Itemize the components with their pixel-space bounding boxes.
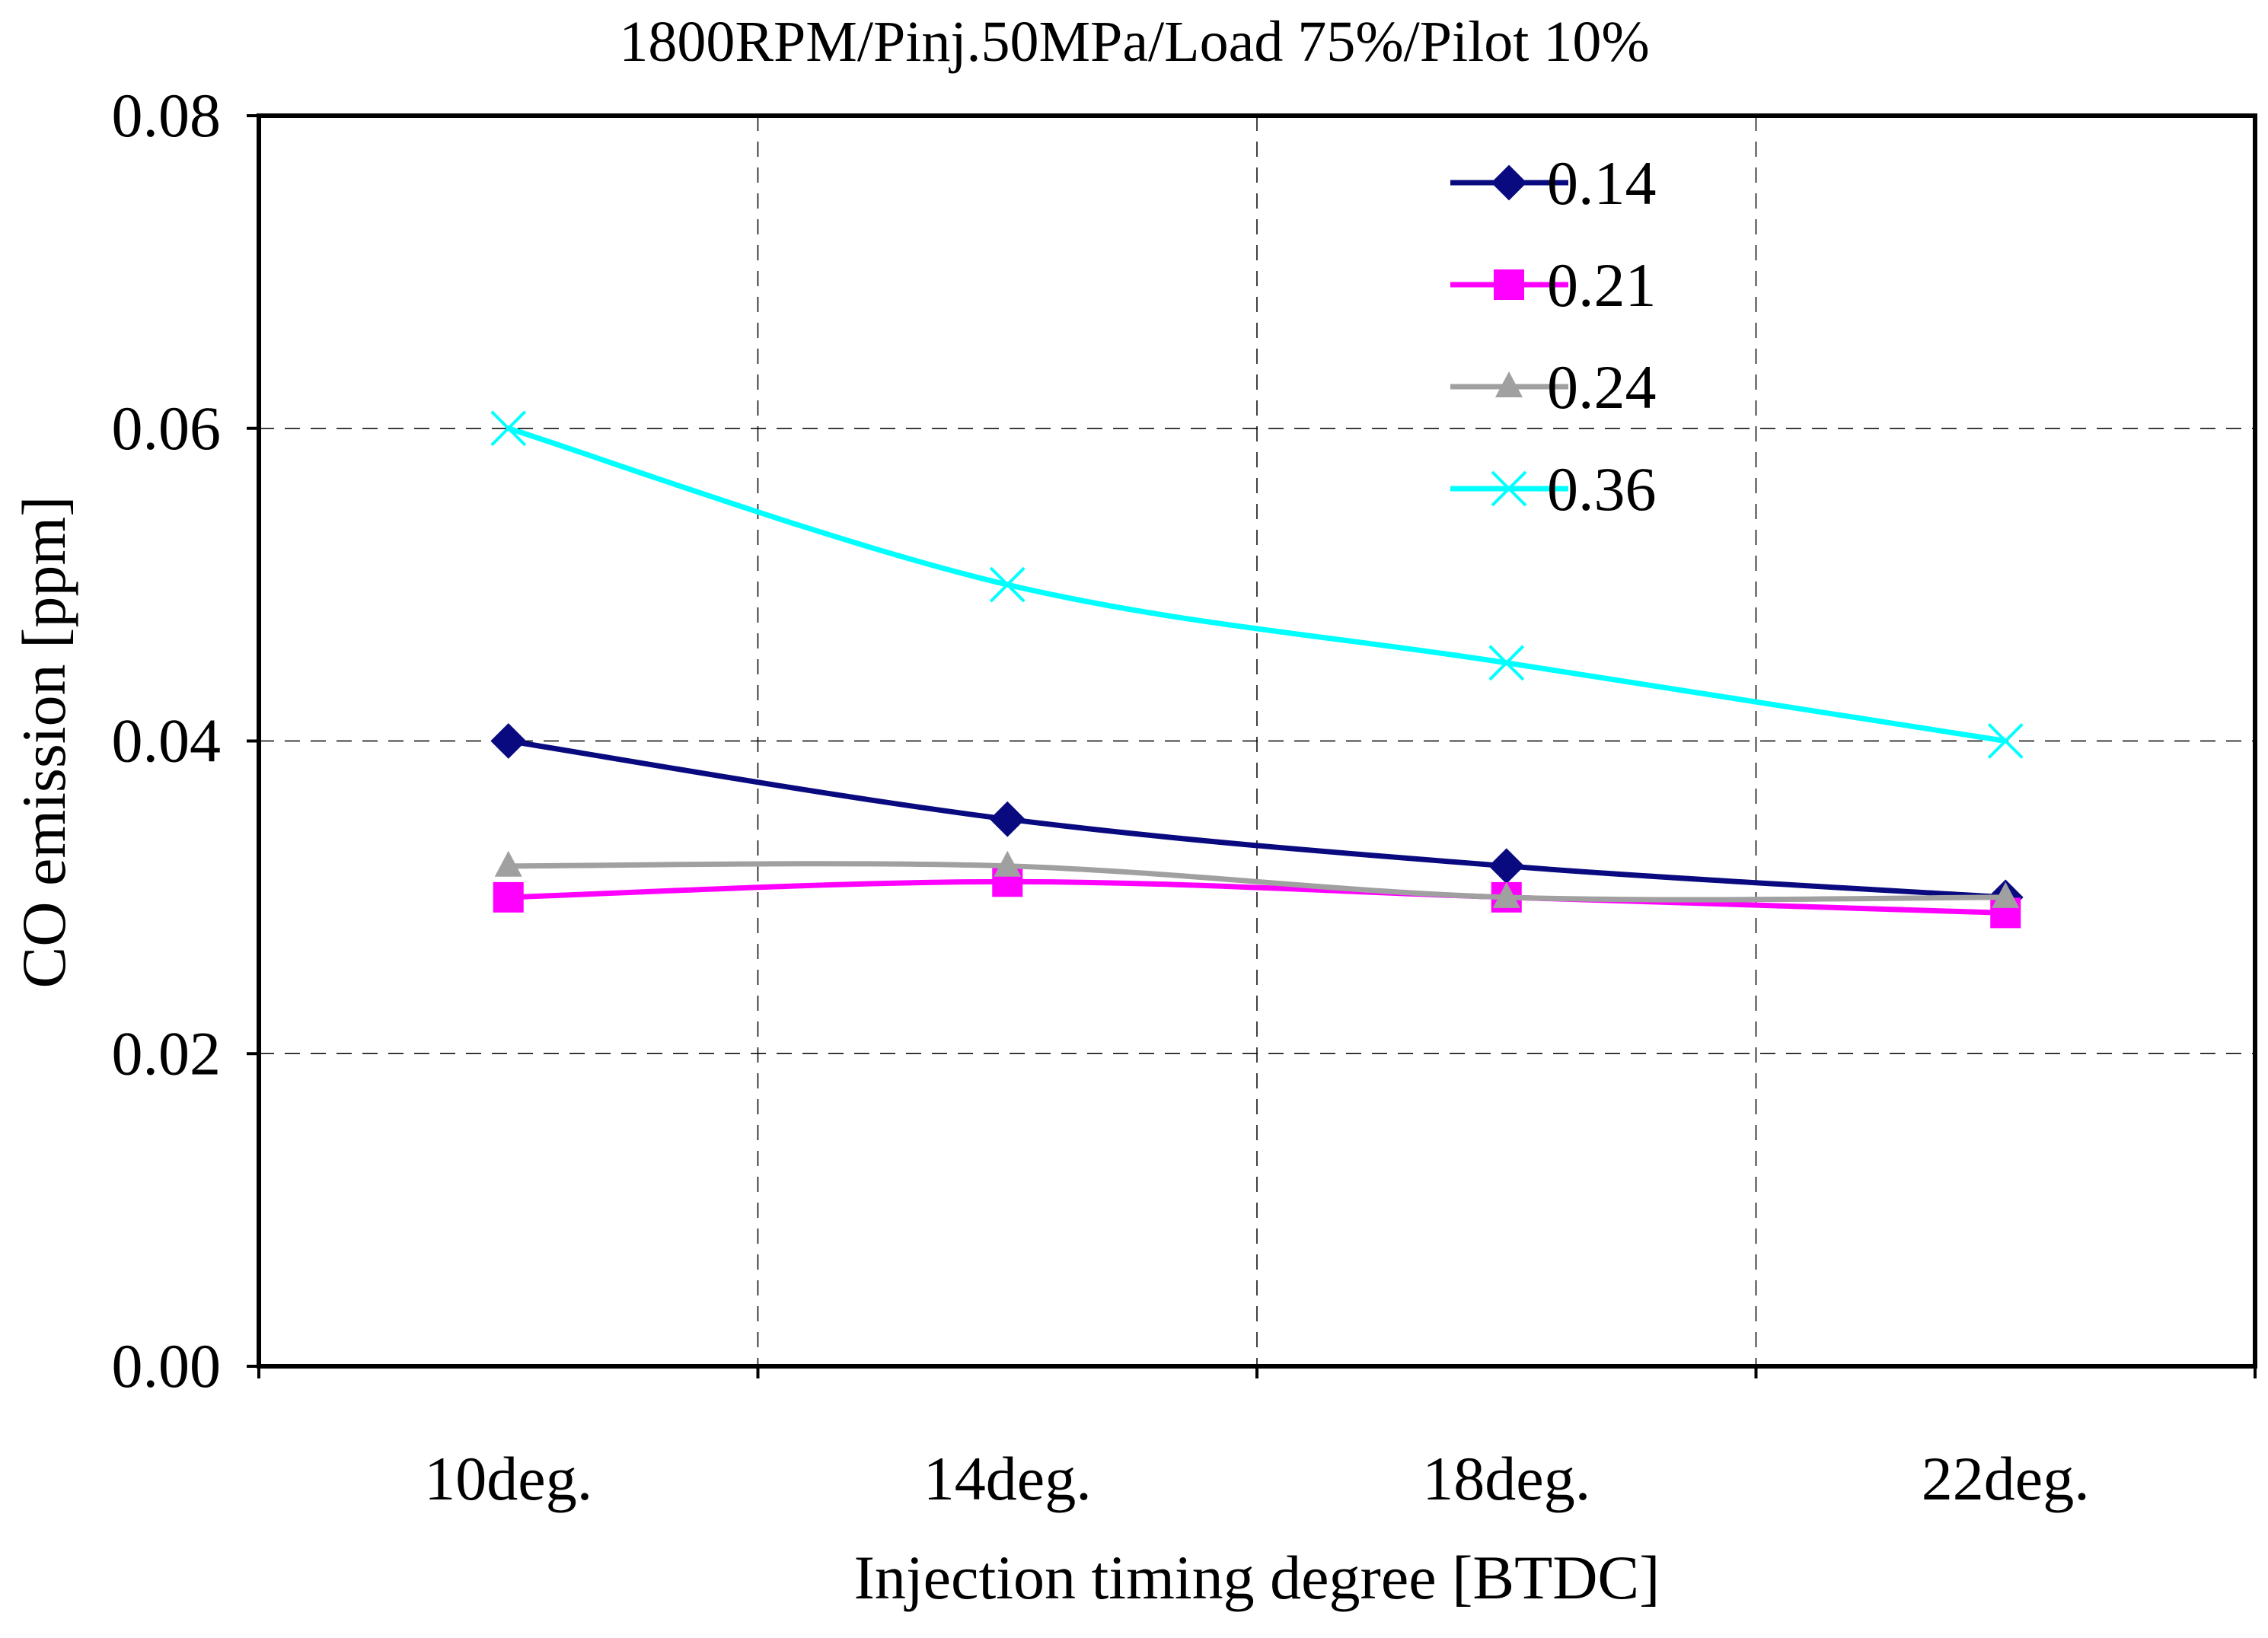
chart-title: 1800RPM/Pinj.50MPa/Load 75%/Pilot 10% [619, 10, 1649, 74]
legend-label: 0.36 [1547, 454, 1657, 524]
legend-marker [1494, 269, 1524, 300]
data-point [994, 850, 1022, 877]
data-point [1987, 723, 2024, 759]
data-point [493, 881, 524, 913]
data-point [490, 410, 527, 447]
y-tick-label: 0.06 [112, 394, 222, 463]
series-line [508, 738, 2006, 900]
legend-label: 0.24 [1547, 352, 1657, 422]
data-point [1488, 848, 1525, 884]
series-layer [490, 410, 2024, 929]
x-tick-label: 18deg. [1422, 1444, 1590, 1513]
data-point [1992, 881, 2020, 908]
legend-item: 0.21 [1450, 250, 1657, 320]
data-point [1488, 645, 1525, 681]
grid-lines [259, 116, 2255, 1366]
legend-marker [1495, 371, 1523, 397]
y-axis-label: CO emission [ppm] [9, 496, 78, 989]
series-line [508, 878, 2006, 916]
legend-marker [1491, 164, 1527, 201]
legend-marker [1491, 470, 1527, 507]
data-point [1492, 881, 1520, 908]
x-tick-label: 22deg. [1922, 1444, 2090, 1513]
series-0.24 [494, 850, 2020, 908]
data-point [490, 723, 527, 759]
data-point [494, 850, 522, 877]
series-0.36 [490, 410, 2024, 759]
data-point [989, 801, 1026, 837]
series-line [508, 861, 2006, 903]
x-axis-label: Injection timing degree [BTDC] [854, 1543, 1660, 1612]
y-tick-label: 0.08 [112, 81, 222, 150]
legend-item: 0.14 [1450, 148, 1657, 218]
legend-label: 0.14 [1547, 148, 1657, 218]
legend: 0.14 0.21 0.24 0.36 [1450, 148, 1657, 524]
legend-item: 0.24 [1450, 352, 1657, 422]
y-tick-label: 0.02 [112, 1018, 222, 1088]
series-line [507, 425, 2006, 744]
x-tick-label: 14deg. [923, 1444, 1092, 1513]
y-tick-label: 0.04 [112, 706, 222, 776]
y-tick-label: 0.00 [112, 1331, 222, 1401]
series-0.14 [490, 723, 2024, 916]
x-tick-label: 10deg. [424, 1444, 592, 1513]
data-point [989, 566, 1026, 603]
legend-label: 0.21 [1547, 250, 1657, 320]
x-axis-ticks: 10deg. 14deg. 18deg. 22deg. [257, 1366, 2257, 1513]
legend-item: 0.36 [1450, 454, 1657, 524]
y-axis-ticks: 0.00 0.02 0.04 0.06 0.08 [112, 81, 259, 1401]
